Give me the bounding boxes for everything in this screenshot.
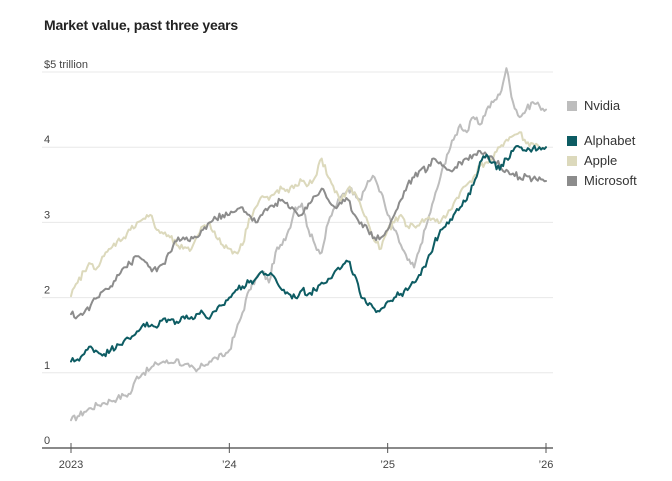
legend-item-microsoft: Microsoft [567,173,637,188]
x-tick-label-2026: ’26 [539,459,554,471]
y-tick-label-5: $5 trillion [44,59,88,71]
x-tick-label-2025: ’25 [380,459,395,471]
x-tick-label-2024: ’24 [222,459,237,471]
series-line-alphabet [70,144,547,363]
legend-swatch-microsoft [567,175,577,186]
series-line-microsoft [70,149,547,320]
chart-title: Market value, past three years [44,17,238,33]
legend-swatch-apple [567,155,577,166]
legend-swatch-alphabet [567,135,577,146]
legend-item-nvidia: Nvidia [567,98,620,113]
y-axis-labels: 0 1 2 3 4 $5 trillion [44,59,88,447]
x-axis-ticks: 2023 ’24 ’25 ’26 [59,443,554,471]
series-lines [70,67,547,422]
legend-item-apple: Apple [567,153,617,168]
legend-swatch-nvidia [567,100,577,111]
y-tick-label-4: 4 [44,134,50,146]
legend-item-alphabet: Alphabet [567,133,635,148]
legend-label-alphabet: Alphabet [584,133,636,148]
y-tick-label-3: 3 [44,209,50,221]
legend-label-apple: Apple [584,153,618,168]
legend-label-microsoft: Microsoft [584,173,637,188]
legend-label-nvidia: Nvidia [584,98,621,113]
series-line-nvidia [70,67,547,422]
y-tick-label-0: 0 [44,435,50,447]
y-tick-label-2: 2 [44,285,50,297]
x-tick-label-2023: 2023 [59,459,83,471]
series-line-apple [70,131,547,298]
y-tick-label-1: 1 [44,360,50,372]
